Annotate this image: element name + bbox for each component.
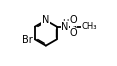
Text: O: O xyxy=(69,28,77,38)
Text: N: N xyxy=(61,22,69,32)
Text: H: H xyxy=(62,19,68,28)
Text: S: S xyxy=(70,22,76,32)
Text: O: O xyxy=(69,15,77,25)
Text: N: N xyxy=(42,15,49,25)
Text: CH₃: CH₃ xyxy=(81,22,97,31)
Text: Br: Br xyxy=(22,35,33,45)
